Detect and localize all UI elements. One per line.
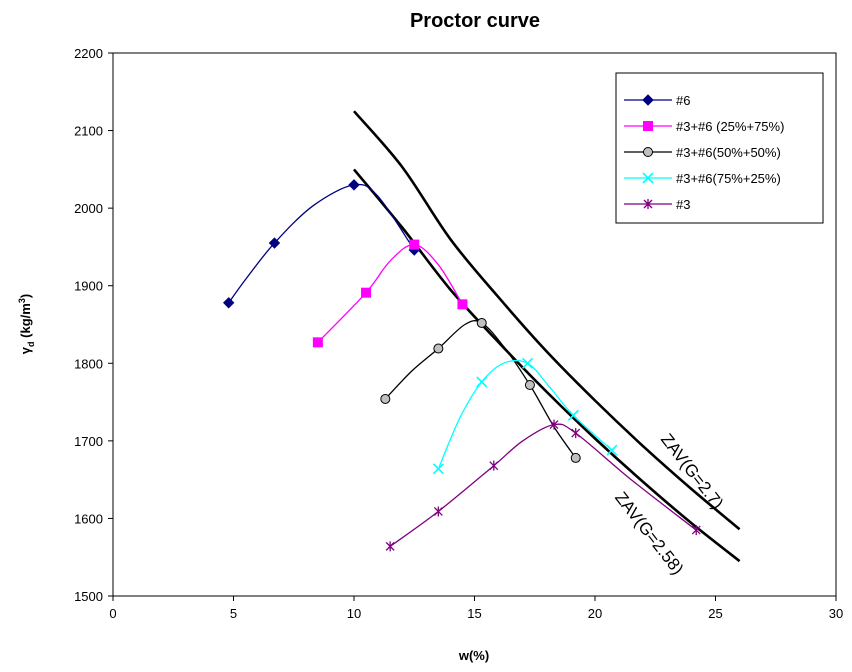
data-point-3-6-75-25	[567, 409, 579, 421]
data-point-3-6-25-75	[312, 337, 323, 348]
y-tick-label: 1500	[74, 589, 103, 604]
legend-marker-3-6-25-75	[643, 121, 653, 131]
y-axis-label-unit-sup: 3	[17, 298, 27, 303]
legend-label-3-6-75-25: #3+#6(75%+25%)	[676, 171, 781, 186]
y-axis-label-subscript: d	[26, 341, 36, 347]
legend-label-3-6-50-50: #3+#6(50%+50%)	[676, 145, 781, 160]
legend-marker-3	[643, 199, 653, 209]
series-line-3-6-50-50	[384, 320, 577, 459]
legend: #6 #3+#6 (25%+75%) #3+#6(50%+50%) #3+#6(75%…	[615, 72, 824, 224]
data-point-3	[489, 460, 499, 471]
y-axis-label: γd (kg/m3)	[17, 294, 36, 354]
legend-marker-3-6-75-25	[642, 172, 654, 184]
x-axis: 0 5 10 15 20 25 30	[109, 596, 843, 621]
data-point-3-6-50-50	[380, 393, 391, 404]
y-axis-label-unit: (kg/m	[18, 303, 33, 341]
x-tick-label: 15	[467, 606, 481, 621]
data-point-3-6-50-50	[476, 317, 487, 328]
y-tick-label: 1600	[74, 511, 103, 526]
data-point-3-6-75-25	[476, 376, 488, 388]
y-tick-label: 2200	[74, 46, 103, 61]
data-point-3	[691, 525, 701, 536]
y-axis: 1500 1600 1700 1800 1900 2000 2100 2200	[74, 46, 113, 604]
data-point-3-6-25-75	[457, 299, 468, 310]
y-tick-label: 2100	[74, 124, 103, 139]
series-line-3	[389, 423, 697, 547]
x-tick-label: 5	[230, 606, 237, 621]
data-point-3	[385, 541, 395, 552]
data-point-3-6-75-25	[521, 357, 534, 369]
zav-line-zav-g-2-7	[353, 110, 741, 531]
data-point-6	[222, 297, 235, 309]
x-tick-label: 0	[109, 606, 116, 621]
y-tick-label: 1700	[74, 434, 103, 449]
x-tick-label: 25	[708, 606, 722, 621]
x-axis-label: w(%)	[458, 648, 489, 663]
legend-marker-3-6-50-50	[643, 147, 653, 157]
data-point-3	[571, 428, 581, 439]
x-tick-label: 20	[588, 606, 602, 621]
data-point-3	[433, 506, 443, 517]
data-point-3-6-75-25	[606, 444, 618, 456]
y-axis-label-unit-close: )	[18, 294, 33, 298]
x-tick-label: 30	[829, 606, 843, 621]
legend-label-3: #3	[676, 197, 690, 212]
data-point-3-6-50-50	[433, 343, 444, 354]
y-tick-label: 1800	[74, 356, 103, 371]
series-line-3-6-25-75	[317, 243, 463, 343]
data-point-3-6-25-75	[361, 287, 372, 298]
data-point-3-6-75-25	[432, 463, 444, 475]
series-line-6	[228, 183, 415, 304]
data-point-3-6-25-75	[409, 239, 420, 250]
data-point-6	[348, 179, 360, 191]
data-point-3-6-50-50	[570, 452, 581, 463]
legend-marker-6	[642, 94, 654, 106]
zav-label-g-2-58: ZAV(G=2.58)	[611, 488, 687, 578]
legend-label-6: #6	[676, 93, 690, 108]
chart-title: Proctor curve	[410, 10, 540, 32]
data-point-3-6-50-50	[524, 380, 535, 391]
y-axis-label-main: γ	[18, 346, 33, 354]
y-tick-label: 1900	[74, 279, 103, 294]
zav-line-zav-g-2-58	[352, 168, 741, 563]
data-point-3	[549, 419, 559, 430]
zav-label-g-2-7: ZAV(G=2.7)	[657, 430, 727, 513]
x-tick-label: 10	[347, 606, 361, 621]
legend-label-3-6-25-75: #3+#6 (25%+75%)	[676, 119, 784, 134]
y-tick-label: 2000	[74, 201, 103, 216]
data-point-6	[268, 237, 281, 249]
series-markers	[222, 179, 701, 552]
